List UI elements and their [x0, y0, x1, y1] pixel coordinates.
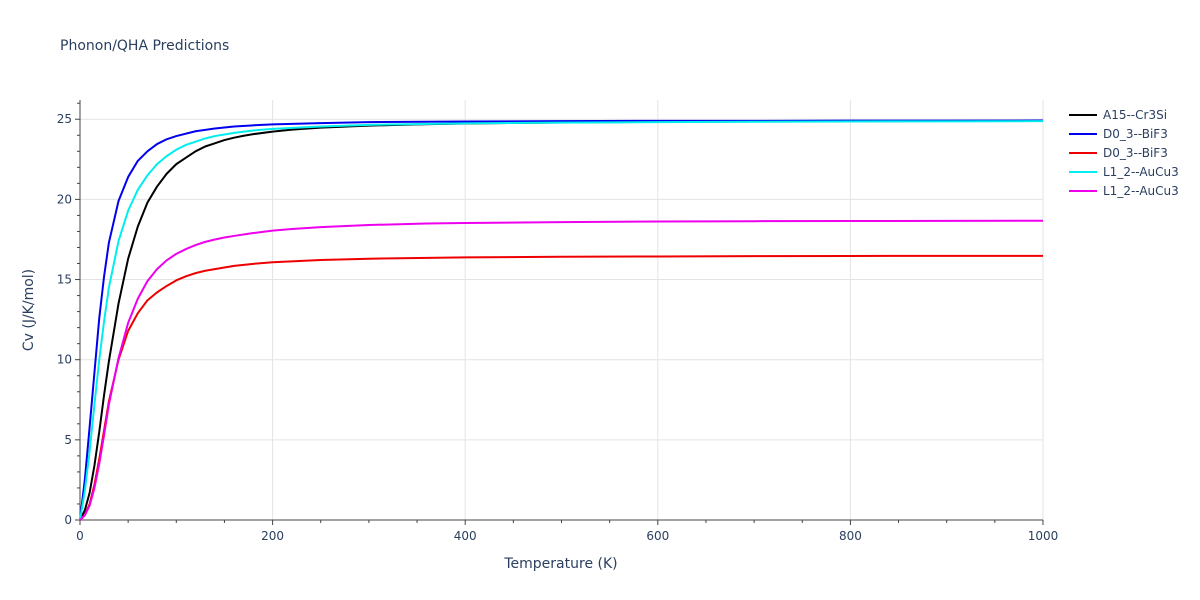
series-lines	[79, 119, 1044, 521]
x-tick-label: 800	[839, 529, 862, 543]
y-tick-label: 10	[57, 353, 72, 367]
chart-title: Phonon/QHA Predictions	[60, 38, 229, 54]
y-axis-title: Cv (J/K/mol)	[21, 269, 37, 351]
series-line-5	[79, 219, 1044, 521]
legend-label: A15--Cr3Si	[1103, 108, 1167, 122]
legend-label: D0_3--BiF3	[1103, 146, 1168, 160]
legend[interactable]: A15--Cr3Si D0_3--BiF3 D0_3--BiF3 L1_2--AuCu…	[1069, 108, 1179, 198]
legend-label: L1_2--AuCu3	[1103, 165, 1179, 179]
axes: 0 200 400 600 800 1000 0 5 10 15 20 25	[57, 100, 1059, 543]
x-tick-label: 0	[76, 529, 84, 543]
series-line-4	[79, 120, 1044, 521]
y-tick-label: 20	[57, 192, 72, 206]
y-tick-label: 0	[64, 513, 72, 527]
x-tick-label: 600	[646, 529, 669, 543]
x-tick-label: 1000	[1028, 529, 1059, 543]
y-tick-label: 5	[64, 433, 72, 447]
legend-label: D0_3--BiF3	[1103, 127, 1168, 141]
legend-item-3[interactable]: D0_3--BiF3	[1069, 146, 1168, 160]
legend-item-4[interactable]: L1_2--AuCu3	[1069, 165, 1179, 179]
legend-item-2[interactable]: D0_3--BiF3	[1069, 127, 1168, 141]
y-tick-label: 25	[57, 112, 72, 126]
series-line-2	[79, 119, 1044, 521]
x-tick-label: 200	[261, 529, 284, 543]
gridlines	[80, 100, 1044, 520]
x-axis-title: Temperature (K)	[503, 556, 617, 572]
legend-item-5[interactable]: L1_2--AuCu3	[1069, 184, 1179, 198]
legend-label: L1_2--AuCu3	[1103, 184, 1179, 198]
legend-item-1[interactable]: A15--Cr3Si	[1069, 108, 1167, 122]
y-tick-label: 15	[57, 273, 72, 287]
x-tick-label: 400	[454, 529, 477, 543]
